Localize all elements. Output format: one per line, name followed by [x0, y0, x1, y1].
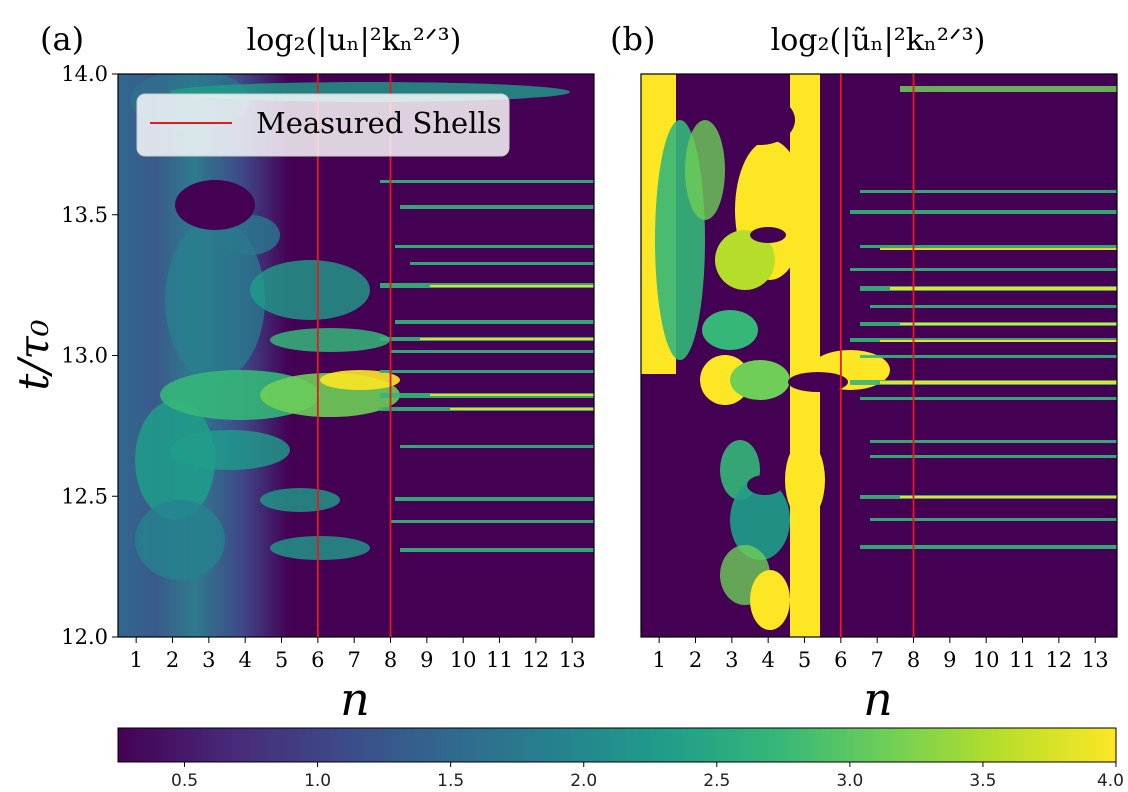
x-tick-label: 7: [347, 648, 360, 672]
panel-b: (b) log₂(|ũₙ|²kₙ²ᐟ³): [610, 20, 1118, 726]
x-tick-label: 12: [1045, 648, 1072, 672]
x-tick-label: 11: [486, 648, 513, 672]
legend-box: [136, 93, 510, 157]
x-tick-label: 5: [798, 648, 811, 672]
x-tick-label: 6: [834, 648, 847, 672]
x-tick-label: 3: [202, 648, 215, 672]
colorbar-tick-label: 0.5: [171, 771, 198, 791]
colorbar: 0.5 1.0 1.5 2.0 2.5 3.0 3.5 4.0: [117, 727, 1124, 791]
x-tick-label: 5: [275, 648, 288, 672]
y-tick-label: 14.0: [61, 62, 108, 86]
panel-b-heatmap: [641, 74, 1117, 637]
colorbar-ticks: 0.5 1.0 1.5 2.0 2.5 3.0 3.5 4.0: [171, 762, 1124, 791]
x-tick-label: 6: [311, 648, 324, 672]
colorbar-tick-label: 1.0: [304, 771, 331, 791]
x-tick-label: 7: [870, 648, 883, 672]
y-tick-label: 13.0: [61, 344, 108, 368]
panel-a-label: (a): [40, 20, 84, 58]
x-tick-label: 1: [129, 648, 142, 672]
panel-b-x-ticks: 1 2 3 4 5 6 7 8 9 10 11 12 13: [652, 637, 1109, 672]
panel-a-xlabel: n: [340, 672, 370, 726]
panel-a: (a) log₂(|uₙ|²kₙ²ᐟ³): [9, 20, 595, 726]
y-tick-label: 12.0: [61, 625, 108, 649]
panel-a-title: log₂(|uₙ|²kₙ²ᐟ³): [247, 23, 462, 58]
panel-a-heatmap: [118, 74, 594, 637]
y-tick-label: 12.5: [61, 484, 108, 508]
panel-b-label: (b): [610, 20, 655, 58]
colorbar-gradient: [117, 727, 1117, 763]
x-tick-label: 12: [522, 648, 549, 672]
colorbar-tick-label: 1.5: [437, 771, 464, 791]
colorbar-tick-label: 2.0: [570, 771, 597, 791]
x-tick-label: 9: [420, 648, 433, 672]
x-tick-label: 3: [725, 648, 738, 672]
x-tick-label: 4: [761, 648, 774, 672]
legend-label: Measured Shells: [256, 106, 502, 140]
panel-b-measured-shells: [839, 74, 915, 637]
x-tick-label: 2: [689, 648, 702, 672]
x-tick-label: 10: [973, 648, 1000, 672]
x-tick-label: 4: [238, 648, 251, 672]
colorbar-tick-label: 4.0: [1097, 771, 1124, 791]
colorbar-tick-label: 3.5: [969, 771, 996, 791]
panel-a-measured-shells: [316, 74, 392, 637]
panel-a-ylabel: t/τ₀: [9, 319, 58, 390]
panel-b-title: log₂(|ũₙ|²kₙ²ᐟ³): [771, 23, 986, 58]
x-tick-label: 2: [166, 648, 179, 672]
panel-b-xlabel: n: [863, 672, 893, 726]
x-tick-label: 8: [384, 648, 397, 672]
colorbar-tick-label: 3.0: [836, 771, 863, 791]
x-tick-label: 10: [450, 648, 477, 672]
x-tick-label: 8: [907, 648, 920, 672]
x-tick-label: 9: [943, 648, 956, 672]
y-tick-label: 13.5: [61, 203, 108, 227]
x-tick-label: 13: [559, 648, 586, 672]
x-tick-label: 13: [1082, 648, 1109, 672]
panel-a-x-ticks: 1 2 3 4 5 6 7 8 9 10 11 12 13: [129, 637, 586, 672]
x-tick-label: 1: [652, 648, 665, 672]
legend: Measured Shells: [136, 93, 510, 157]
panel-a-y-ticks: 12.0 12.5 13.0 13.5 14.0: [61, 62, 118, 649]
x-tick-label: 11: [1009, 648, 1036, 672]
colorbar-tick-label: 2.5: [703, 771, 730, 791]
